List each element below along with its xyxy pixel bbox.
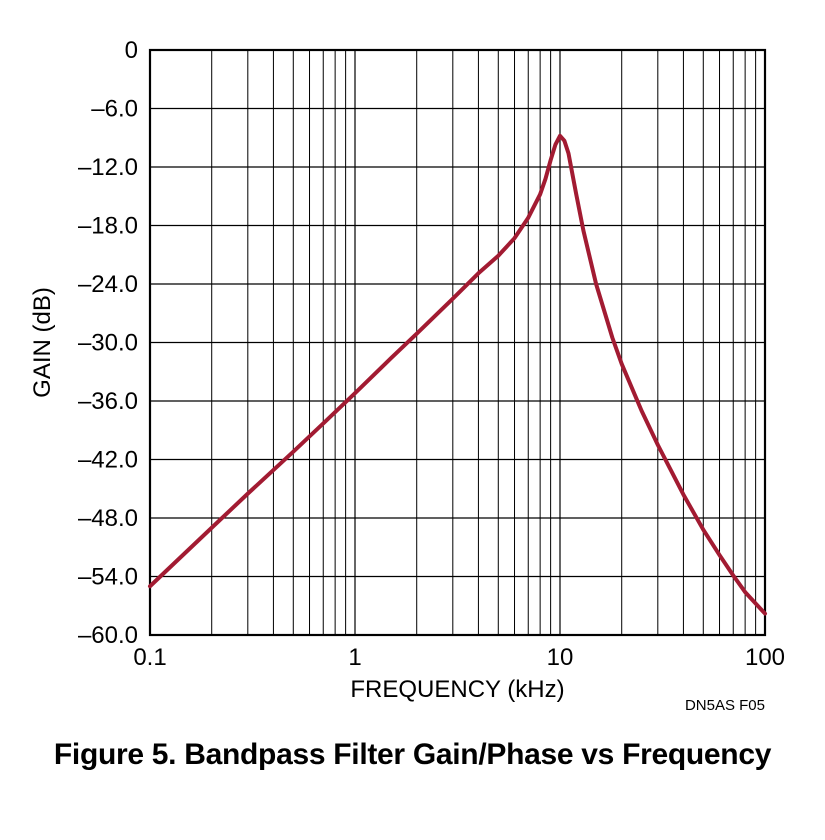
chart-footnote: DN5AS F05 [685, 697, 765, 710]
y-tick-label: –6.0 [91, 96, 138, 123]
y-tick-label: –60.0 [78, 622, 138, 649]
y-tick-label: –12.0 [78, 154, 138, 181]
y-tick-label: –54.0 [78, 564, 138, 591]
y-tick-label: –42.0 [78, 447, 138, 474]
x-axis-label: FREQUENCY (kHz) [350, 676, 564, 703]
x-tick-label: 10 [547, 644, 574, 671]
y-axis-label: GAIN (dB) [29, 287, 56, 398]
bandpass-gain-chart: 0 –6.0 –12.0 –18.0 –24.0 –30.0 –36.0 –42.0 –48.0… [20, 20, 805, 710]
y-tick-label: 0 [125, 37, 138, 64]
x-tick-label: 0.1 [133, 644, 166, 671]
y-tick-label: –48.0 [78, 505, 138, 532]
x-tick-label: 100 [745, 644, 785, 671]
y-tick-label: –30.0 [78, 330, 138, 357]
y-tick-label: –36.0 [78, 388, 138, 415]
y-tick-label: –24.0 [78, 271, 138, 298]
y-tick-label: –18.0 [78, 213, 138, 240]
x-tick-label: 1 [348, 644, 361, 671]
figure-caption: Figure 5. Bandpass Filter Gain/Phase vs … [20, 738, 805, 772]
